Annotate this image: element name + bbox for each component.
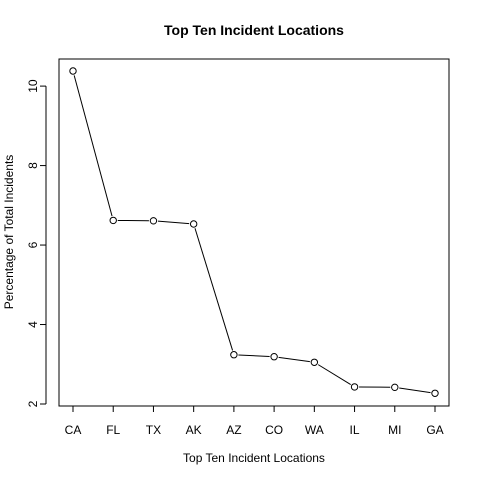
y-axis: 2 4 6 8 10 (26, 79, 46, 407)
data-series (70, 68, 438, 397)
series-line-segment (195, 228, 233, 350)
x-tick-label: CO (265, 423, 283, 437)
x-axis: CA FL TX AK AZ CO WA IL MI GA (65, 406, 444, 437)
x-tick-label: MI (388, 423, 401, 437)
x-tick-label: CA (65, 423, 82, 437)
x-tick-label: FL (106, 423, 120, 437)
series-line-segment (158, 221, 189, 223)
x-tick-label: IL (350, 423, 360, 437)
series-line-segment (318, 365, 351, 385)
series-line-segment (74, 75, 112, 216)
series-line-segment (238, 355, 269, 357)
x-axis-label: Top Ten Incident Locations (183, 451, 325, 465)
x-tick-label: WA (305, 423, 324, 437)
data-point (190, 221, 196, 227)
y-axis-label: Percentage of Total Incidents (2, 155, 16, 310)
data-point (432, 390, 438, 396)
y-tick-label: 2 (26, 400, 40, 407)
data-point (150, 218, 156, 224)
data-point (70, 68, 76, 74)
data-point (271, 354, 277, 360)
series-line-segment (279, 357, 310, 361)
x-tick-label: TX (146, 423, 161, 437)
y-tick-label: 8 (26, 162, 40, 169)
y-tick-label: 10 (26, 79, 40, 93)
x-tick-label: GA (426, 423, 443, 437)
series-line-segment (399, 388, 430, 393)
y-tick-label: 4 (26, 321, 40, 328)
data-point (231, 352, 237, 358)
chart-title: Top Ten Incident Locations (164, 22, 344, 38)
data-point (110, 217, 116, 223)
data-point (311, 359, 317, 365)
data-point (351, 384, 357, 390)
y-tick-label: 6 (26, 241, 40, 248)
plot-frame (59, 59, 449, 406)
x-tick-label: AZ (226, 423, 241, 437)
data-point (392, 384, 398, 390)
x-tick-label: AK (186, 423, 202, 437)
